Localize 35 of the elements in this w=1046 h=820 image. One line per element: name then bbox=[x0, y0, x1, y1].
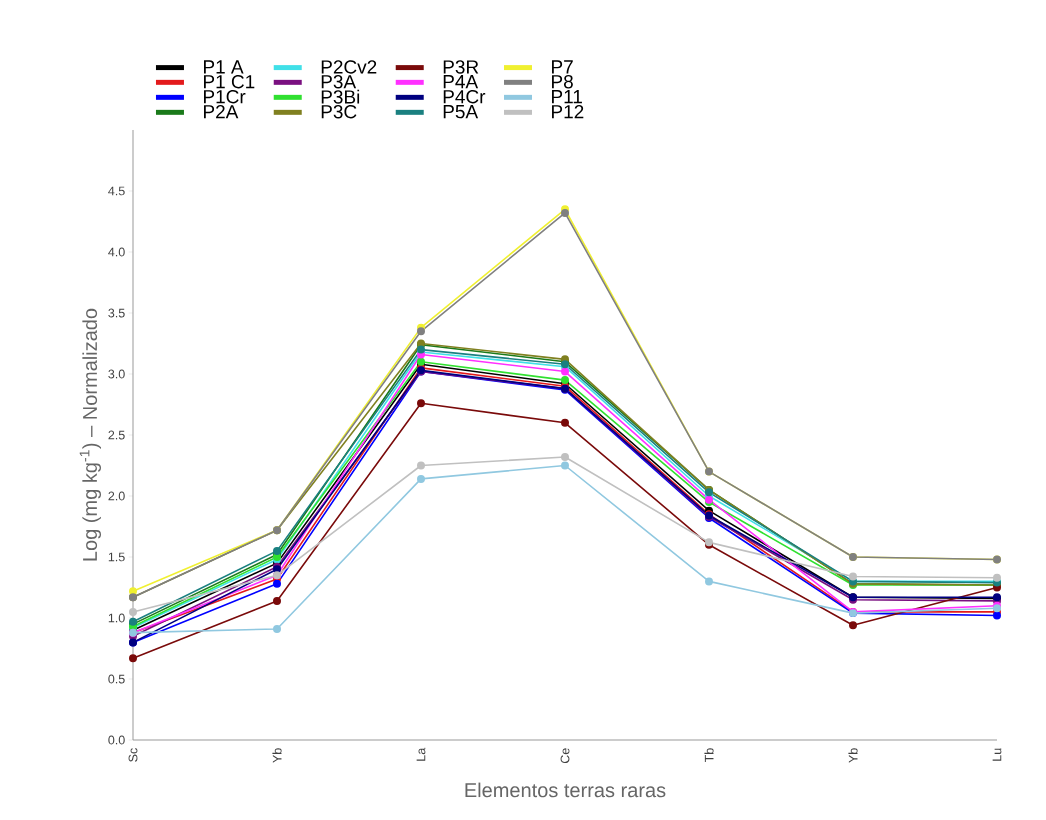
legend-label: P8 bbox=[552, 74, 573, 89]
legend-label: P2A bbox=[204, 104, 239, 119]
y-tick-label: 3.5 bbox=[108, 308, 125, 318]
legend-label: P3Bi bbox=[321, 89, 360, 104]
y-tick-label: 1.5 bbox=[108, 552, 125, 562]
x-axis-title: Elementos terras raras bbox=[465, 782, 666, 798]
y-tick-label: 4.5 bbox=[108, 186, 125, 196]
x-tick-label: Tb bbox=[704, 748, 714, 763]
y-axis-title: Log (mg kg$^{-1}$) – Normalizado bbox=[79, 308, 102, 561]
x-tick-label: Yb bbox=[272, 748, 282, 763]
legend-label: P11 bbox=[552, 90, 582, 104]
legend-label: P1Cr bbox=[204, 89, 246, 104]
x-tick-label: Sc bbox=[128, 748, 138, 762]
legend-label: P5A bbox=[443, 105, 479, 119]
x-tick-label: Ce bbox=[560, 748, 570, 764]
legend-label: P1 A bbox=[204, 60, 244, 74]
legend-label: P2Cv2 bbox=[321, 60, 377, 74]
y-tick-label: 3.0 bbox=[108, 369, 125, 379]
y-tick-label: 2.0 bbox=[108, 491, 125, 501]
legend-label: P3C bbox=[321, 104, 357, 119]
x-tick-label: La bbox=[416, 747, 426, 761]
y-tick-label: 1.0 bbox=[108, 613, 125, 623]
legend-label: P7 bbox=[552, 60, 573, 74]
legend-label: P3R bbox=[443, 60, 479, 74]
y-tick-label: 0.0 bbox=[108, 735, 125, 745]
legend-label: P4Cr bbox=[443, 89, 486, 104]
legend-label: P3A bbox=[321, 74, 357, 89]
y-tick-label: 4.0 bbox=[108, 247, 125, 257]
legend-label: P4A bbox=[443, 75, 479, 89]
y-tick-label: 2.5 bbox=[108, 430, 125, 440]
x-tick-label: Lu bbox=[992, 748, 1002, 761]
y-tick-label: 0.5 bbox=[108, 674, 125, 684]
legend-label: P1 C1 bbox=[204, 74, 255, 89]
x-tick-label: Yb bbox=[848, 748, 858, 763]
legend-label: P12 bbox=[552, 104, 584, 119]
